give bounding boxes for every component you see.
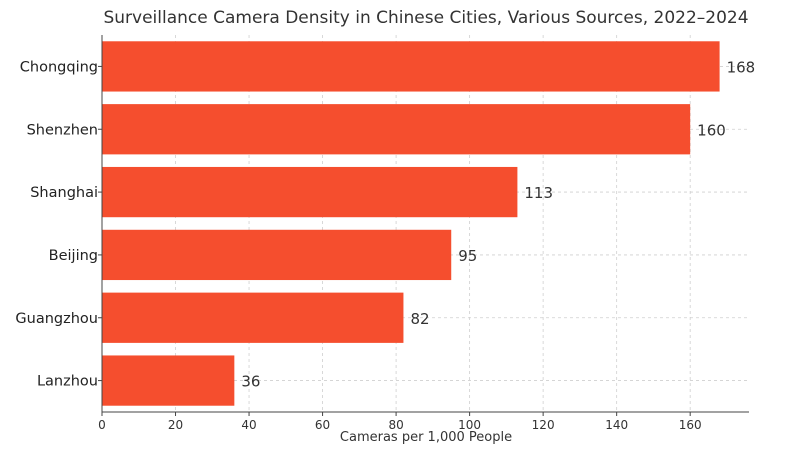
data-label: 113 (524, 184, 553, 202)
x-tick-label: 80 (388, 418, 403, 432)
x-axis-label: Cameras per 1,000 People (340, 430, 512, 445)
data-label: 168 (727, 58, 756, 76)
x-tick-label: 160 (679, 418, 702, 432)
data-label: 82 (410, 310, 429, 328)
bar-shenzhen (102, 104, 691, 155)
category-label: Shanghai (30, 185, 98, 201)
x-tick-label: 40 (241, 418, 256, 432)
bar-shanghai (102, 166, 518, 218)
data-label: 36 (241, 373, 260, 391)
bar-chongqing (102, 41, 720, 92)
bar-beijing (102, 229, 452, 281)
x-tick-label: 60 (315, 418, 330, 432)
category-labels: Chongqing Shenzhen Shanghai Beijing Guangzho… (15, 59, 98, 389)
category-label: Beijing (49, 248, 98, 264)
x-tick-label: 120 (532, 418, 555, 432)
chart-title: Surveillance Camera Density in Chinese C… (103, 8, 748, 28)
bar-guangzhou (102, 292, 404, 343)
x-tick-label: 20 (168, 418, 183, 432)
data-label: 95 (458, 247, 477, 265)
bars (102, 41, 720, 406)
grid-lines (101, 35, 749, 412)
category-label: Lanzhou (37, 374, 98, 390)
data-labels: 168 160 113 95 82 36 (241, 58, 755, 390)
category-label: Shenzhen (27, 122, 98, 138)
x-tick-label: 100 (458, 418, 481, 432)
category-label: Guangzhou (15, 311, 98, 327)
x-tick-label: 140 (605, 418, 628, 432)
x-axis-ticks: 0 20 40 60 80 100 120 140 160 (98, 65, 702, 432)
bar-lanzhou (102, 355, 235, 406)
data-label: 160 (697, 121, 726, 139)
x-tick-label: 0 (98, 418, 106, 432)
category-label: Chongqing (20, 59, 98, 75)
